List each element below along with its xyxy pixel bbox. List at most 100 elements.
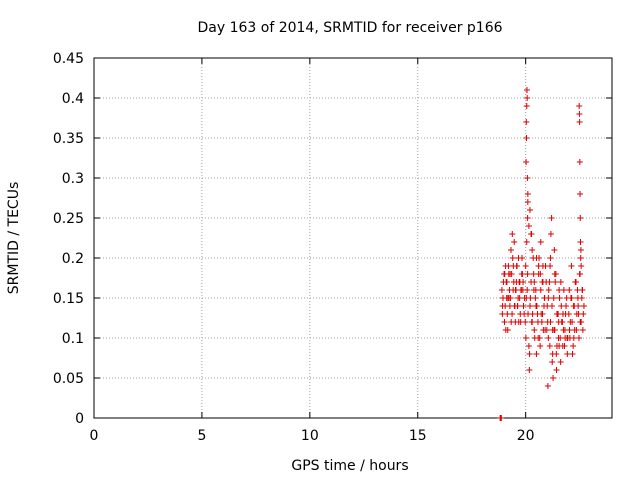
data-point <box>576 119 583 125</box>
data-point <box>575 335 582 341</box>
x-tick-label: 0 <box>90 428 99 444</box>
data-point <box>576 103 583 109</box>
data-point <box>503 279 510 285</box>
data-point <box>524 271 531 277</box>
data-point <box>507 247 514 253</box>
data-point <box>548 215 555 221</box>
data-point <box>523 135 530 141</box>
data-point <box>579 327 586 333</box>
data-point <box>533 351 540 357</box>
data-point <box>564 351 571 357</box>
data-point <box>509 311 516 317</box>
data-point <box>576 159 583 165</box>
data-point <box>553 351 560 357</box>
data-point <box>574 295 581 301</box>
data-point <box>577 271 584 277</box>
data-point <box>551 271 558 277</box>
data-point <box>545 335 552 341</box>
data-point <box>508 319 515 325</box>
data-point <box>525 223 532 229</box>
data-point <box>547 255 554 261</box>
y-tick-label: 0.4 <box>62 91 84 107</box>
data-point <box>509 231 516 237</box>
y-tick-label: 0.45 <box>53 51 84 67</box>
data-point <box>512 287 519 293</box>
data-point <box>573 311 580 317</box>
data-point <box>549 327 556 333</box>
data-point <box>515 319 522 325</box>
y-tick-label: 0.3 <box>62 171 84 187</box>
y-tick-label: 0.25 <box>53 211 84 227</box>
x-tick-label: 5 <box>197 428 206 444</box>
x-tick-label: 20 <box>517 428 535 444</box>
data-point <box>533 255 540 261</box>
data-point <box>509 255 516 261</box>
data-point <box>550 375 557 381</box>
data-point <box>523 239 530 245</box>
data-point <box>565 311 572 317</box>
data-point <box>578 263 585 269</box>
data-point <box>557 279 564 285</box>
y-tick-label: 0 <box>75 411 84 427</box>
data-point <box>528 231 535 237</box>
data-point <box>522 263 529 269</box>
data-point <box>555 319 562 325</box>
data-point <box>528 319 535 325</box>
y-axis-label: SRMTID / TECUs <box>6 182 22 295</box>
data-point <box>525 343 532 349</box>
x-axis-label: GPS time / hours <box>291 458 408 474</box>
data-point <box>526 207 533 213</box>
data-point <box>537 343 544 349</box>
data-point <box>580 303 587 309</box>
data-point <box>556 295 563 301</box>
data-point <box>566 327 573 333</box>
data-point <box>556 343 563 349</box>
data-point <box>539 279 546 285</box>
data-point <box>524 199 531 205</box>
data-point <box>529 311 536 317</box>
data-point <box>537 239 544 245</box>
data-point <box>545 287 552 293</box>
data-point <box>516 295 523 301</box>
data-point <box>551 247 558 253</box>
data-point <box>535 263 542 269</box>
plot-frame <box>93 57 613 419</box>
data-point <box>560 287 567 293</box>
data-point <box>548 303 555 309</box>
data-point <box>546 279 553 285</box>
data-point <box>501 271 508 277</box>
data-point <box>530 271 537 277</box>
data-point <box>529 247 536 253</box>
data-point <box>552 279 559 285</box>
data-point <box>544 319 551 325</box>
data-point <box>544 383 551 389</box>
data-point <box>577 247 584 253</box>
data-point <box>513 263 520 269</box>
data-point <box>569 351 576 357</box>
data-point <box>568 295 575 301</box>
data-point <box>549 359 556 365</box>
data-point <box>566 287 573 293</box>
data-point <box>576 111 583 117</box>
data-point <box>571 327 578 333</box>
data-point <box>568 263 575 269</box>
data-point <box>511 239 518 245</box>
y-tick-label: 0.15 <box>53 291 84 307</box>
data-point <box>550 295 557 301</box>
data-point <box>575 303 582 309</box>
data-point <box>580 311 587 317</box>
data-point <box>524 175 531 181</box>
data-point <box>537 271 544 277</box>
data-point <box>530 287 537 293</box>
data-point <box>523 87 530 93</box>
x-tick-label: 10 <box>301 428 319 444</box>
data-point <box>498 287 505 293</box>
data-point <box>531 327 538 333</box>
data-point <box>524 287 531 293</box>
data-point <box>547 231 554 237</box>
data-point <box>526 351 533 357</box>
data-point <box>499 303 506 309</box>
data-point <box>526 303 533 309</box>
data-point <box>577 191 584 197</box>
